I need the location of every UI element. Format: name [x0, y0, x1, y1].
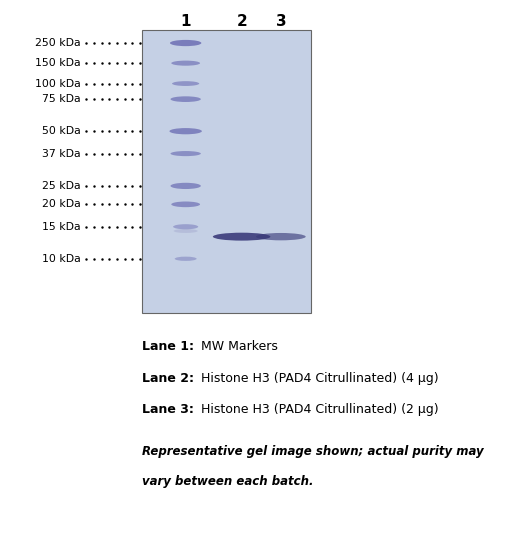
- Text: 100 kDa: 100 kDa: [36, 78, 81, 89]
- Text: 75 kDa: 75 kDa: [42, 94, 81, 104]
- Text: 10 kDa: 10 kDa: [42, 254, 81, 264]
- Text: Lane 1:: Lane 1:: [142, 340, 194, 353]
- Text: 2: 2: [236, 14, 247, 29]
- Text: 37 kDa: 37 kDa: [42, 148, 81, 159]
- Text: MW Markers: MW Markers: [197, 340, 278, 353]
- Bar: [142, 30, 311, 313]
- Text: 25 kDa: 25 kDa: [42, 181, 81, 191]
- Text: Histone H3 (PAD4 Citrullinated) (4 μg): Histone H3 (PAD4 Citrullinated) (4 μg): [197, 372, 439, 384]
- Ellipse shape: [170, 96, 201, 102]
- Ellipse shape: [170, 40, 201, 46]
- Text: 150 kDa: 150 kDa: [36, 58, 81, 68]
- Ellipse shape: [173, 224, 198, 230]
- Ellipse shape: [170, 151, 201, 156]
- Text: 1: 1: [180, 14, 191, 29]
- Text: 50 kDa: 50 kDa: [42, 126, 81, 136]
- Ellipse shape: [213, 233, 270, 241]
- Ellipse shape: [172, 60, 200, 66]
- Ellipse shape: [172, 81, 199, 86]
- Text: 3: 3: [276, 14, 286, 29]
- Ellipse shape: [170, 183, 201, 189]
- Ellipse shape: [174, 229, 198, 233]
- Ellipse shape: [169, 128, 202, 134]
- Text: 20 kDa: 20 kDa: [42, 199, 81, 210]
- Text: Lane 2:: Lane 2:: [142, 372, 194, 384]
- Text: vary between each batch.: vary between each batch.: [142, 475, 314, 488]
- Text: Histone H3 (PAD4 Citrullinated) (2 μg): Histone H3 (PAD4 Citrullinated) (2 μg): [197, 403, 439, 416]
- Ellipse shape: [256, 233, 305, 240]
- Ellipse shape: [172, 201, 200, 207]
- Text: 15 kDa: 15 kDa: [42, 222, 81, 232]
- Text: Representative gel image shown; actual purity may: Representative gel image shown; actual p…: [142, 446, 484, 458]
- Text: 250 kDa: 250 kDa: [36, 38, 81, 48]
- Text: Lane 3:: Lane 3:: [142, 403, 194, 416]
- Ellipse shape: [175, 256, 197, 261]
